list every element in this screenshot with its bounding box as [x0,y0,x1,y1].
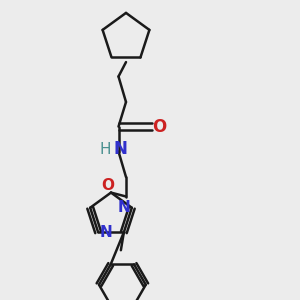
Text: N: N [99,225,112,240]
Text: N: N [113,140,127,158]
Text: O: O [152,118,166,136]
Text: O: O [101,178,114,193]
Text: H: H [99,142,111,157]
Text: N: N [118,200,131,215]
